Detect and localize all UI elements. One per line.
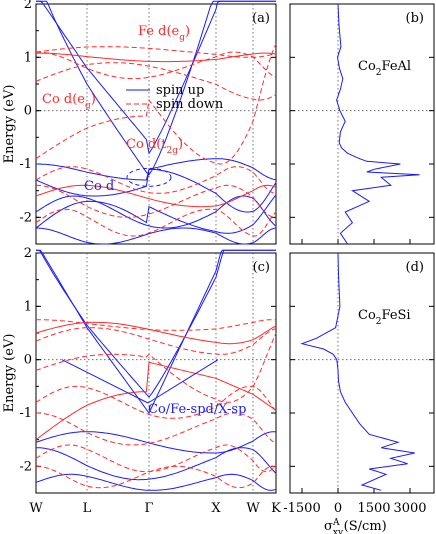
band-spin-down: [35, 327, 277, 355]
annotation-arrow: [147, 359, 219, 404]
band-spin-up: [35, 194, 277, 234]
band-spin-down: [36, 319, 277, 331]
y-tick-label: -2: [19, 459, 32, 474]
x-tick-label-W: W: [246, 501, 260, 516]
panel-a-frame: [35, 3, 277, 245]
band-red-solid: [35, 184, 277, 208]
band-spin-down: [35, 444, 277, 473]
band-spin-down: [35, 184, 276, 218]
panel-c-frame: [35, 252, 277, 494]
x-tick-label-Γ: Γ: [144, 501, 153, 516]
band-spin-up: [35, 195, 277, 229]
panel-label: (c): [253, 260, 270, 275]
band-spin-down: [35, 465, 277, 489]
band-spin-down: [35, 385, 277, 419]
sigma-xy-curve: [300, 252, 415, 491]
x-axis-label: σxyA (S/cm): [324, 518, 387, 534]
band-spin-up: [35, 473, 277, 491]
legend-label-spin-up: spin up: [156, 83, 204, 98]
y-axis-label: Energy (eV): [2, 85, 17, 164]
band-red-solid: [36, 52, 277, 63]
band-spin-down: [36, 412, 277, 446]
band-red-solid: [35, 321, 277, 345]
band-spin-down: [35, 208, 277, 237]
band-spin-up: [36, 249, 276, 398]
panel-d-frame: [289, 252, 435, 494]
x-tick-label: -1500: [283, 501, 320, 516]
band-spin-down: [35, 43, 277, 165]
band-spin-up: [35, 431, 277, 454]
x-tick-label: 1500: [357, 501, 390, 516]
band-red-solid: [35, 361, 277, 441]
y-tick-label: 2: [24, 0, 32, 12]
y-tick-label: 0: [24, 104, 32, 119]
x-tick-label-W: W: [29, 501, 43, 516]
annotation-co-eg: Co d(eg): [42, 92, 96, 111]
band-spin-up: [35, 168, 277, 213]
band-spin-down: [35, 166, 276, 194]
panel-label: (b): [406, 11, 424, 26]
sigma-xy-curve: [336, 3, 420, 245]
annotation-co-d-ellipse: [126, 167, 172, 187]
y-tick-label: -2: [19, 210, 32, 225]
panel-label: (d): [406, 260, 424, 275]
x-tick-label: 3000: [393, 501, 426, 516]
band-spin-up: [36, 447, 277, 481]
annotation-co-d: Co d: [84, 179, 114, 194]
band-spin-up: [36, 227, 277, 245]
x-tick-label-X: X: [211, 501, 221, 516]
band-spin-down: [35, 46, 277, 58]
annotation-fe-eg: Fe d(eg): [138, 24, 190, 43]
y-tick-label: -1: [19, 157, 32, 172]
legend-label-spin-down: spin down: [156, 97, 224, 112]
y-tick-label: 0: [24, 353, 32, 368]
material-label: Co2FeSi: [358, 308, 411, 327]
band-spin-down: [36, 51, 277, 80]
y-tick-label: 2: [24, 246, 32, 261]
band-spin-up: [36, 158, 277, 181]
annotation-co-t2g: Co d(t2g): [126, 137, 183, 156]
material-label: Co2FeAl: [358, 59, 411, 78]
panel-label: (a): [252, 11, 270, 26]
band-spin-down: [35, 332, 277, 403]
y-tick-label: 1: [24, 299, 32, 314]
annotation-arrow: [61, 359, 149, 404]
x-tick-label: 0: [334, 501, 342, 516]
y-tick-label: 1: [24, 50, 32, 65]
panel-b-frame: [289, 3, 435, 245]
y-tick-label: -1: [19, 406, 32, 421]
annotation-co-fe-spd: Co/Fe-spd/X-sp: [148, 402, 246, 417]
y-axis-label: Energy (eV): [2, 334, 17, 413]
x-tick-label-K: K: [271, 501, 281, 516]
x-tick-label-L: L: [83, 501, 92, 516]
